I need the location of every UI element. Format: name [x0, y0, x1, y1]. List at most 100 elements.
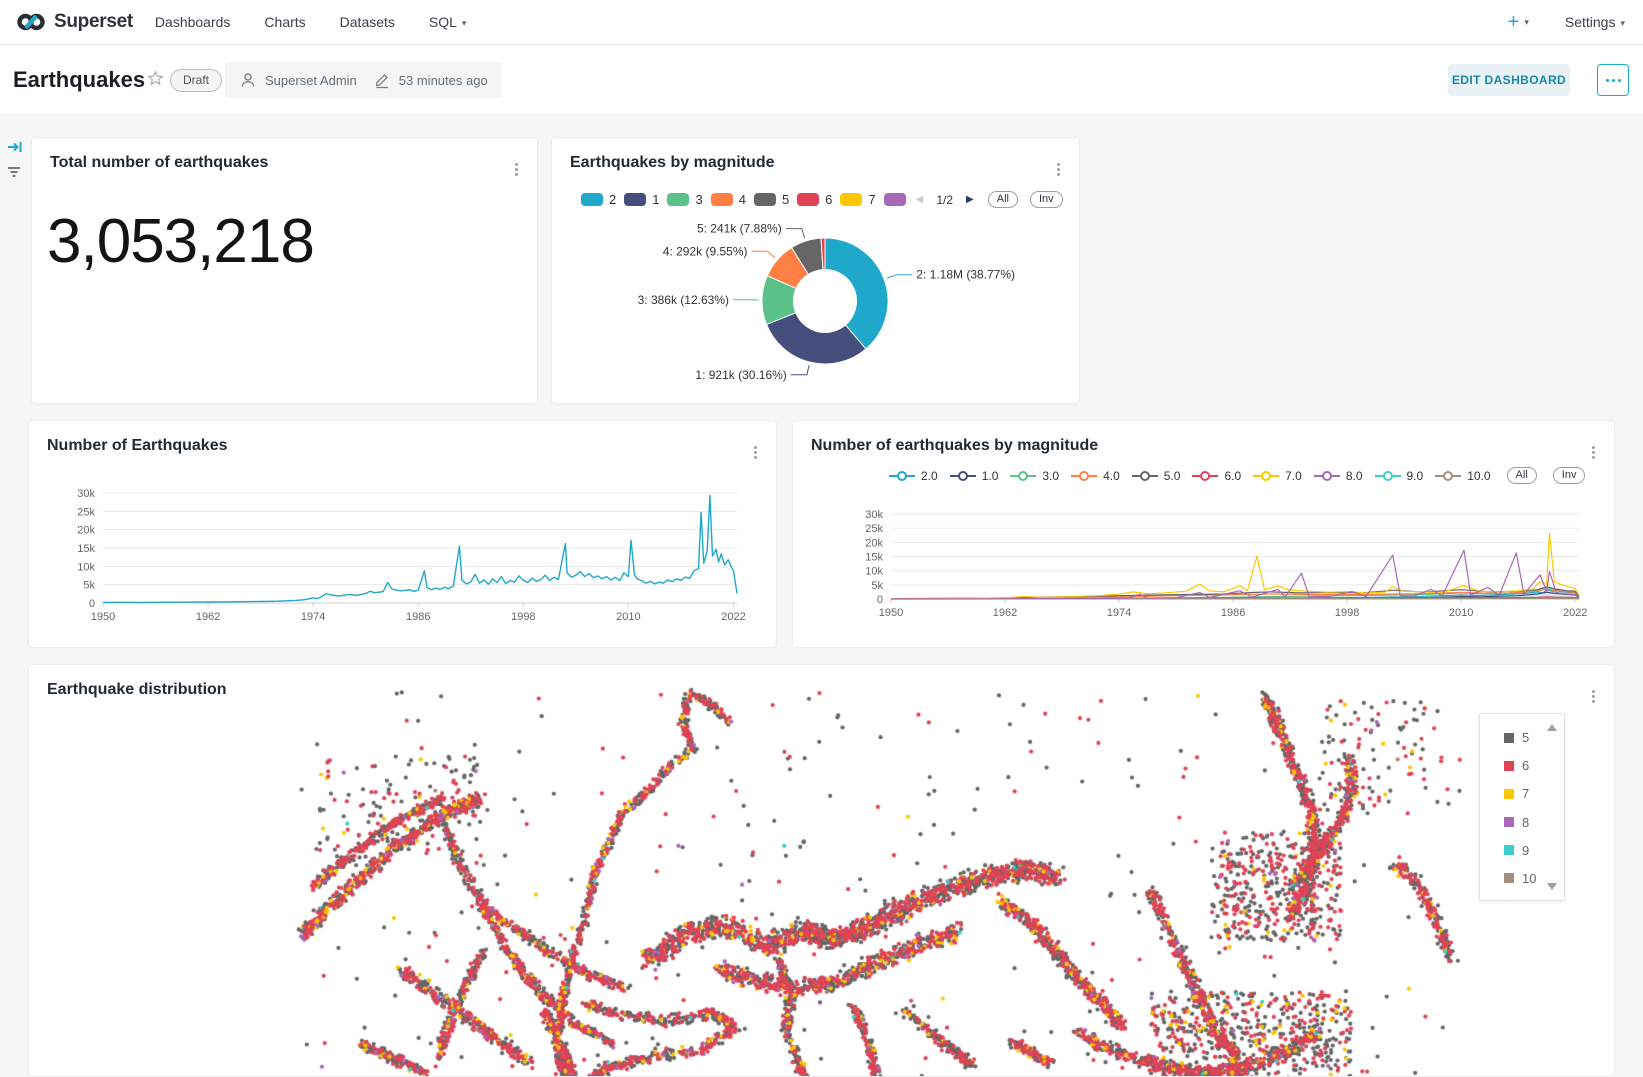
filter-icon[interactable] [5, 163, 23, 186]
map-legend-item-9[interactable]: 9 [1504, 843, 1564, 858]
nav-menu: Dashboards Charts Datasets SQL ▾ [155, 14, 467, 30]
dashboard-meta-chip[interactable]: Superset Admin 53 minutes ago [225, 62, 502, 98]
map-legend-item-5[interactable]: 5 [1504, 730, 1564, 745]
x-axis-tick-label: 1962 [196, 611, 220, 623]
kebab-menu-icon[interactable] [512, 160, 521, 179]
map-legend-item-6[interactable]: 6 [1504, 758, 1564, 773]
edit-dashboard-button[interactable]: EDIT DASHBOARD [1448, 64, 1570, 96]
kebab-menu-icon[interactable] [1589, 443, 1598, 462]
donut-chart[interactable]: 2: 1.18M (38.77%) 1: 921k (30.16%) 3: 386k… [552, 138, 1081, 405]
favorite-star-icon[interactable] [147, 70, 164, 92]
legend-item-2.0[interactable]: 2.0 [889, 469, 938, 483]
legend-swatch [1504, 732, 1514, 743]
page-title: Earthquakes [13, 67, 146, 92]
chart-card-earthquakes-by-magnitude: Earthquakes by magnitude 2 1 3 4 5 6 7 ◀ 1/2 ▶ All… [551, 137, 1080, 404]
legend-item-7.0[interactable]: 7.0 [1253, 469, 1302, 483]
legend-label: 2.0 [921, 468, 938, 483]
settings-menu[interactable]: Settings ▾ [1564, 14, 1625, 30]
legend-label: 10 [1522, 870, 1537, 886]
scroll-down-icon[interactable] [1547, 883, 1557, 890]
y-axis-tick-label: 30k [865, 509, 883, 521]
nav-item-charts[interactable]: Charts [264, 14, 306, 30]
more-options-button[interactable] [1597, 64, 1629, 96]
last-modified: 53 minutes ago [398, 72, 488, 88]
legend-item-6[interactable]: 6 [797, 192, 832, 207]
legend-label: 2 [609, 192, 617, 207]
donut-slice-label: 1: 921k (30.16%) [695, 368, 786, 382]
legend-prev-page-icon[interactable]: ◀ [915, 194, 924, 205]
legend-item-6.0[interactable]: 6.0 [1192, 469, 1241, 483]
inv-button[interactable]: Inv [1552, 467, 1586, 484]
legend-marker [1010, 470, 1037, 481]
map-canvas[interactable] [29, 665, 1614, 1076]
chevron-down-icon: ▾ [1620, 17, 1625, 28]
legend-label: 1.0 [981, 468, 999, 483]
x-axis-tick-label: 1998 [511, 611, 535, 623]
legend-page-indicator: 1/2 [936, 192, 954, 207]
legend-item-9.0[interactable]: 9.0 [1374, 469, 1423, 483]
legend-item-1[interactable]: 1 [624, 192, 659, 207]
chart-title: Total number of earthquakes [50, 154, 269, 171]
magnitude-line-chart[interactable]: 0 5k 10k 15k 20k 25k 30k 1950 1962 1974 1986 1998 20… [793, 421, 1616, 649]
legend-label: 7.0 [1285, 468, 1302, 483]
legend-item-more[interactable] [883, 193, 906, 206]
donut-slice-label: 4: 292k (9.55%) [663, 244, 748, 258]
inv-button[interactable]: Inv [1029, 191, 1063, 208]
y-axis-tick-label: 25k [865, 523, 883, 535]
legend-swatch [753, 193, 776, 206]
kebab-menu-icon[interactable] [751, 443, 760, 462]
dashboard-header: Earthquakes Draft Superset Admin 53 minu… [0, 45, 1643, 115]
x-axis-tick-label: 2022 [721, 611, 745, 623]
map-legend-item-7[interactable]: 7 [1504, 786, 1564, 801]
legend-item-8.0[interactable]: 8.0 [1313, 469, 1363, 483]
chart-card-earthquakes-by-magnitude-lines: Number of earthquakes by magnitude 2.0 1.… [792, 420, 1615, 648]
chart-title: Number of earthquakes by magnitude [811, 437, 1099, 454]
superset-logo[interactable]: Superset [16, 7, 133, 37]
user-icon [241, 73, 255, 87]
legend-item-5.0[interactable]: 5.0 [1131, 469, 1180, 483]
legend-item-4[interactable]: 4 [710, 192, 746, 207]
magnitude-legend: 2.0 1.0 3.0 4.0 5.0 6.0 7.0 8.0 9.0 10.0 All Inv [889, 467, 1586, 484]
new-item-button[interactable]: + ▾ [1507, 10, 1529, 33]
legend-label: 6 [825, 192, 833, 207]
nav-item-datasets[interactable]: Datasets [339, 14, 395, 30]
legend-next-page-icon[interactable]: ▶ [966, 194, 974, 205]
all-button[interactable]: All [987, 191, 1018, 208]
legend-item-10.0[interactable]: 10.0 [1435, 469, 1491, 483]
chart-title: Number of Earthquakes [47, 437, 228, 454]
scroll-up-icon[interactable] [1547, 724, 1557, 731]
kebab-menu-icon[interactable] [1054, 160, 1063, 179]
legend-swatch [840, 193, 863, 206]
legend-item-4.0[interactable]: 4.0 [1071, 469, 1120, 483]
legend-item-7[interactable]: 7 [840, 192, 876, 207]
nav-right-cluster: + ▾ Settings ▾ [1508, 11, 1625, 34]
legend-marker [949, 470, 976, 481]
legend-item-3.0[interactable]: 3.0 [1010, 469, 1059, 483]
all-button[interactable]: All [1506, 467, 1537, 484]
legend-item-1.0[interactable]: 1.0 [949, 468, 999, 483]
x-axis-tick-label: 2010 [616, 611, 640, 623]
legend-item-2[interactable]: 2 [581, 192, 616, 207]
map-legend-item-8[interactable]: 8 [1504, 815, 1564, 830]
y-axis-tick-label: 0 [89, 598, 95, 610]
legend-swatch [1504, 788, 1514, 799]
legend-item-5[interactable]: 5 [753, 192, 789, 207]
legend-item-3[interactable]: 3 [667, 192, 703, 207]
donut-slice-label: 2: 1.18M (38.77%) [916, 268, 1015, 282]
legend-marker [1071, 470, 1098, 481]
legend-label: 5 [1522, 730, 1530, 745]
expand-filter-bar-icon[interactable] [6, 138, 24, 161]
legend-label: 3.0 [1042, 468, 1060, 483]
nav-item-dashboards[interactable]: Dashboards [154, 14, 231, 30]
nav-item-sql[interactable]: SQL ▾ [428, 14, 467, 30]
map-legend-item-10[interactable]: 10 [1504, 871, 1564, 886]
brand-name: Superset [54, 11, 133, 32]
legend-label: 9 [1522, 842, 1530, 858]
donut-legend: 2 1 3 4 5 6 7 ◀ 1/2 ▶ All Inv [581, 191, 1063, 208]
chart-card-total-earthquakes: Total number of earthquakes 3,053,218 [31, 137, 538, 524]
infinity-logo-icon [17, 13, 45, 31]
y-axis-tick-label: 0 [877, 594, 883, 606]
line-chart[interactable]: 0 5k 10k 15k 20k 25k 30k 1950 1962 1974 1986 1998 20… [29, 421, 778, 649]
legend-swatch [797, 193, 820, 206]
